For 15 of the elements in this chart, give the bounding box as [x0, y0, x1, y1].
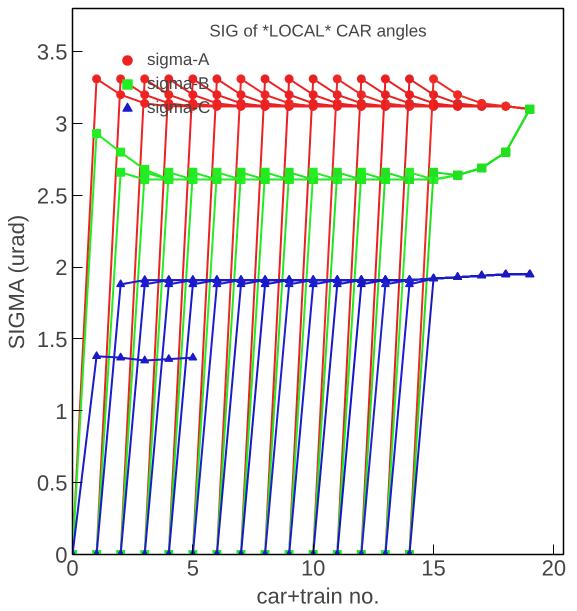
text: SIG of *LOCAL* CAR angles	[209, 22, 427, 40]
x-tick-label: 20	[542, 556, 566, 580]
y-tick-label: 3.5	[36, 40, 68, 65]
y-tick-label: 2.5	[36, 183, 68, 208]
y-tick-label: 1	[55, 398, 68, 424]
y-tick-label: 0.5	[36, 470, 68, 496]
legend-label: sigma-A	[147, 50, 210, 70]
y-tick-label: 2	[55, 255, 68, 280]
y-tick-label: 1.5	[36, 326, 68, 352]
x-tick-label: 10	[300, 556, 326, 580]
x-axis-title: car+train no.	[256, 584, 380, 608]
x-tick-label: 15	[421, 556, 446, 580]
y-tick-label: 3	[55, 111, 68, 136]
x-tick-label: 5	[186, 556, 199, 580]
y-axis-title: SIGMA (urad)	[4, 214, 29, 350]
